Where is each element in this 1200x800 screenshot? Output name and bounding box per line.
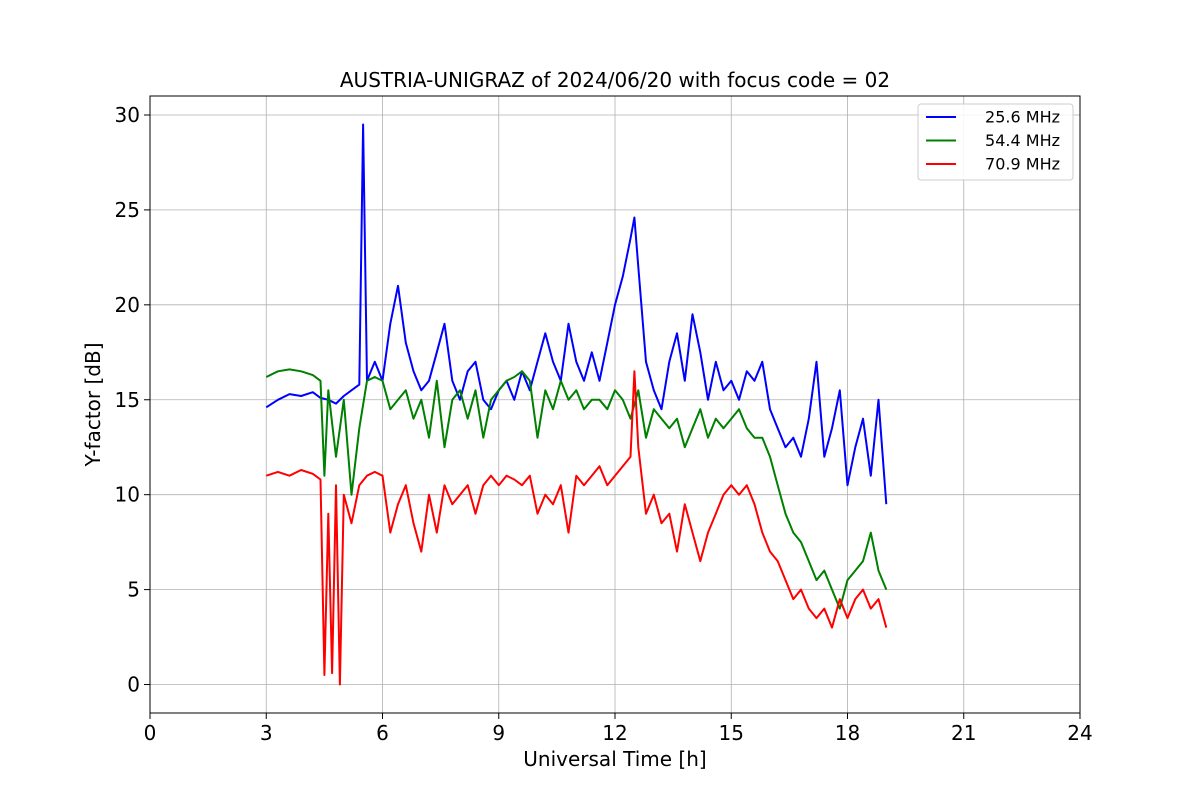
- y-tick-label: 0: [127, 673, 140, 697]
- series-line-2: [265, 370, 888, 686]
- grid: [149, 96, 1081, 713]
- y-tick-label: 20: [115, 293, 140, 317]
- legend: 25.6 MHz 54.4 MHz 70.9 MHz: [917, 103, 1074, 181]
- x-tick-label: 24: [1067, 721, 1092, 745]
- chart-title: AUSTRIA-UNIGRAZ of 2024/06/20 with focus…: [340, 68, 890, 92]
- legend-label: 54.4 MHz: [985, 131, 1060, 150]
- legend-box: [917, 103, 1074, 181]
- x-axis-label: Universal Time [h]: [523, 747, 706, 771]
- axis-ticks: 0 3 6 9 12 15 18 21 24 0 5 10 15 20 25 30: [115, 103, 1093, 745]
- x-tick-label: 9: [492, 721, 505, 745]
- y-tick-label: 30: [115, 103, 140, 127]
- x-tick-label: 6: [376, 721, 389, 745]
- series-line-1: [265, 368, 888, 610]
- y-axis-label: Y-factor [dB]: [81, 342, 105, 467]
- series-line-0: [265, 123, 888, 505]
- y-tick-label: 25: [115, 198, 140, 222]
- x-tick-label: 21: [951, 721, 976, 745]
- series-layer: [265, 123, 888, 686]
- y-tick-label: 5: [127, 578, 140, 602]
- legend-label: 70.9 MHz: [985, 155, 1060, 174]
- x-tick-label: 3: [260, 721, 273, 745]
- x-tick-label: 12: [602, 721, 627, 745]
- x-tick-label: 0: [144, 721, 157, 745]
- x-tick-label: 18: [835, 721, 860, 745]
- y-tick-label: 15: [115, 388, 140, 412]
- y-tick-label: 10: [115, 483, 140, 507]
- x-tick-label: 15: [719, 721, 744, 745]
- legend-label: 25.6 MHz: [985, 108, 1060, 127]
